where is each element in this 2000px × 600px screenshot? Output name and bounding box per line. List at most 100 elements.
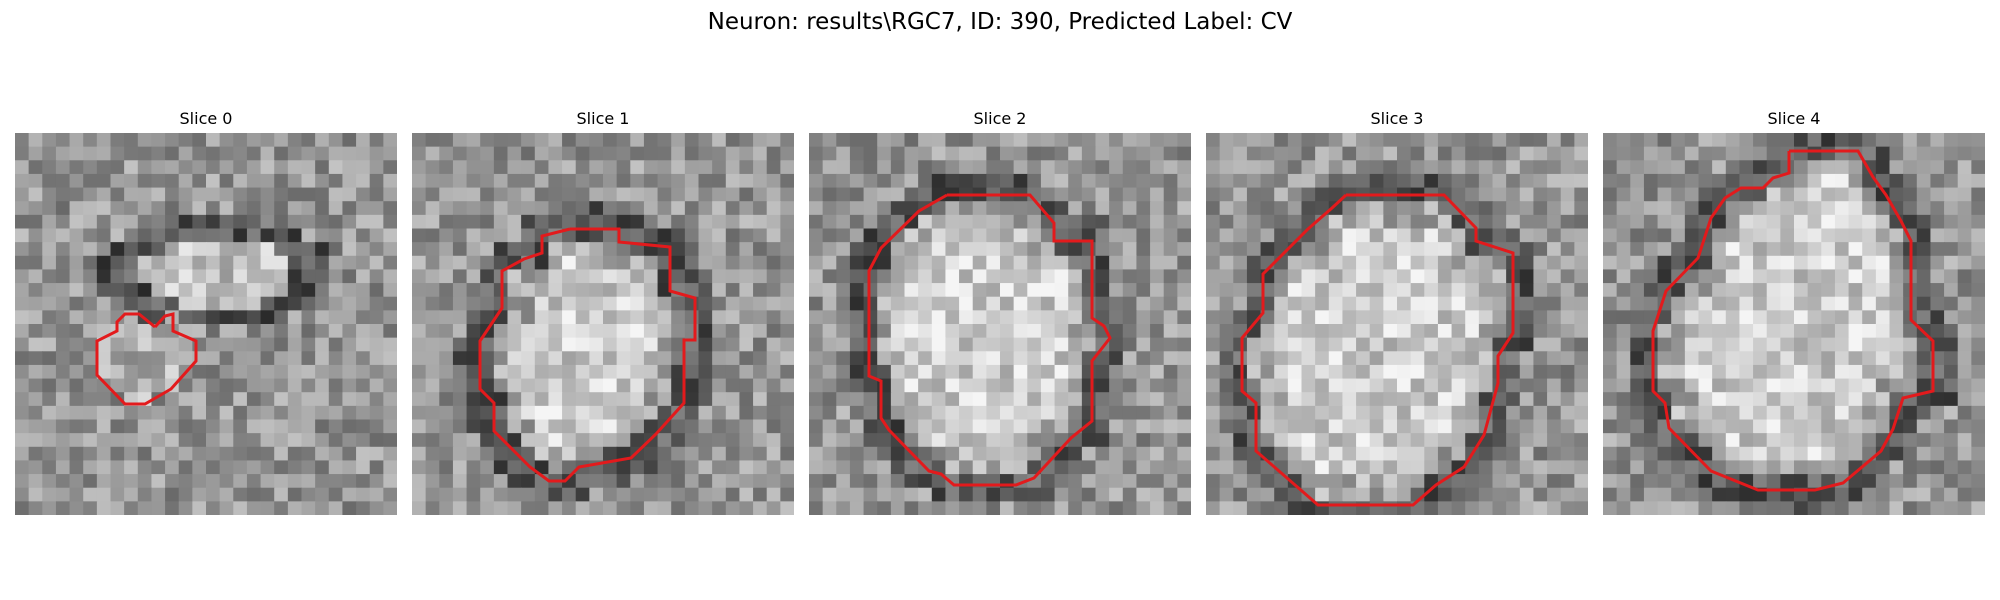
pixel: [1163, 324, 1178, 339]
pixel: [1109, 187, 1124, 202]
pixel: [507, 392, 522, 407]
pixel: [452, 501, 468, 515]
pixel: [439, 337, 454, 352]
pixel: [809, 310, 824, 325]
pixel: [1315, 146, 1330, 161]
pixel: [369, 351, 384, 366]
pixel: [643, 283, 659, 298]
pixel: [124, 255, 139, 271]
pixel: [124, 501, 139, 515]
pixel: [1492, 419, 1507, 434]
pixel: [1712, 446, 1727, 462]
pixel: [42, 405, 57, 421]
pixel: [1287, 405, 1303, 421]
pixel: [766, 283, 781, 298]
pixel: [712, 160, 727, 175]
pixel: [972, 364, 987, 380]
pixel: [356, 242, 371, 257]
pixel: [725, 351, 741, 366]
pixel: [725, 255, 741, 271]
pixel: [1437, 460, 1453, 475]
pixel: [1163, 160, 1178, 175]
pixel: [1753, 460, 1768, 475]
pixel: [657, 146, 672, 161]
pixel: [507, 160, 522, 175]
pixel: [480, 255, 495, 271]
pixel: [1547, 201, 1562, 216]
pixel: [233, 228, 248, 243]
pixel: [603, 255, 618, 271]
pixel: [643, 378, 659, 393]
pixel: [1533, 351, 1548, 366]
pixel: [452, 324, 468, 339]
pixel: [766, 214, 781, 230]
pixel: [42, 310, 57, 325]
pixel: [1342, 460, 1357, 475]
pixel: [274, 351, 289, 366]
pixel: [1630, 487, 1645, 502]
pixel: [1383, 324, 1398, 339]
pixel: [1150, 228, 1165, 243]
pixel: [822, 160, 837, 175]
pixel: [480, 296, 495, 311]
pixel: [1260, 446, 1275, 462]
pixel: [1506, 351, 1521, 366]
pixel: [1807, 310, 1822, 325]
pixel: [1410, 133, 1425, 148]
pixel: [1478, 173, 1494, 189]
pixel: [1478, 364, 1494, 380]
pixel: [137, 214, 153, 230]
pixel: [780, 337, 794, 352]
pixel: [315, 242, 330, 257]
pixel: [725, 214, 741, 230]
pixel: [849, 173, 865, 189]
pixel: [1616, 255, 1631, 271]
pixel: [480, 446, 495, 462]
pixel: [1356, 242, 1371, 257]
pixel: [137, 460, 153, 475]
pixel: [562, 351, 577, 366]
pixel: [1342, 228, 1357, 243]
pixel: [1519, 501, 1535, 515]
pixel: [260, 310, 275, 325]
pixel: [1451, 501, 1466, 515]
pixel: [643, 146, 659, 161]
pixel: [287, 501, 303, 515]
pixel: [342, 337, 357, 352]
pixel: [1000, 310, 1015, 325]
pixel: [1766, 146, 1781, 161]
pixel: [493, 337, 509, 352]
pixel: [1930, 255, 1945, 271]
pixel: [809, 201, 824, 216]
pixel: [1233, 173, 1248, 189]
pixel: [1013, 146, 1028, 161]
pixel: [1533, 460, 1548, 475]
pixel: [178, 405, 193, 421]
pixel: [233, 378, 248, 393]
pixel: [110, 433, 125, 448]
pixel: [1219, 173, 1234, 189]
pixel: [1095, 214, 1110, 230]
pixel: [383, 173, 397, 189]
pixel: [822, 474, 837, 489]
pixel: [1383, 310, 1398, 325]
pixel: [1356, 501, 1371, 515]
pixel: [1780, 405, 1795, 421]
pixel: [1274, 283, 1289, 298]
pixel: [562, 296, 577, 311]
pixel: [480, 173, 495, 189]
pixel: [178, 501, 193, 515]
pixel: [1930, 242, 1945, 257]
pixel: [698, 392, 713, 407]
pixel: [684, 296, 700, 311]
pixel: [1424, 242, 1439, 257]
pixel: [1643, 337, 1659, 352]
pixel: [260, 269, 275, 284]
pixel: [1451, 214, 1466, 230]
pixel: [931, 405, 947, 421]
pixel: [1000, 214, 1015, 230]
pixel: [1109, 255, 1124, 271]
pixel: [1739, 160, 1754, 175]
pixel: [412, 501, 427, 515]
pixel: [1766, 433, 1781, 448]
